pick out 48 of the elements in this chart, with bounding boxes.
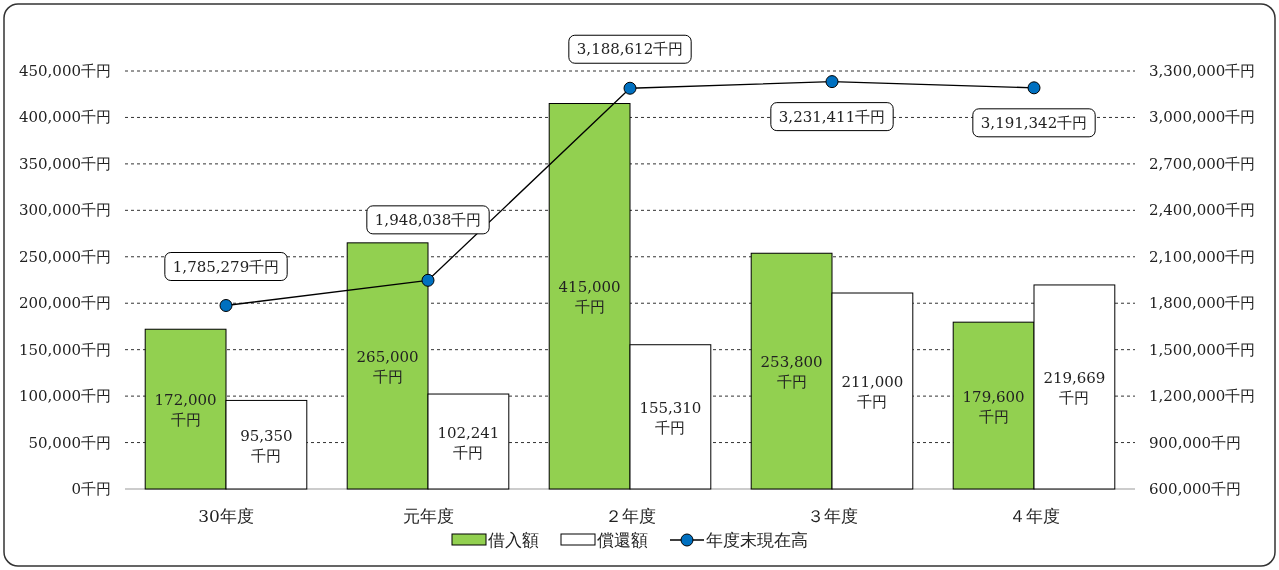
point [219,299,233,312]
y2-tick-label: 2,700,000千円 [1149,154,1256,173]
data-label: 3,231,411千円 [778,107,886,126]
legend-label: 償還額 [597,530,648,550]
x-tick-label: ４年度 [1008,506,1060,526]
y-tick-label: 150,000千円 [18,340,111,359]
point [421,273,435,287]
data-label: 1,785,279千円 [172,257,280,276]
y-tick-label: 350,000千円 [18,154,111,173]
x-tick-label: ３年度 [806,506,858,526]
point [825,75,839,89]
data-label: 3,188,612千円 [576,40,684,59]
data-label: 253,800 千円 [760,353,823,392]
data-label: 219,669 千円 [1043,368,1106,407]
point [1027,81,1041,95]
data-label: 1,948,038千円 [374,210,482,229]
y-tick-label: 100,000千円 [18,387,111,406]
data-label: 415,000 千円 [558,278,621,317]
x-tick-label: ２年度 [604,506,656,526]
y2-tick-label: 1,500,000千円 [1149,340,1256,359]
data-label: 211,000 千円 [841,373,904,411]
data-label: 95,350 千円 [240,426,293,465]
data-label: 155,310 千円 [639,398,702,437]
y2-tick-label: 3,000,000千円 [1149,108,1256,127]
point [623,81,637,95]
legend-label: 借入額 [488,530,539,550]
y2-tick-label: 1,800,000千円 [1149,294,1256,313]
data-label: 172,000 千円 [154,391,217,430]
y-tick-label: 400,000千円 [18,108,111,127]
y2-tick-label: 600,000千円 [1149,480,1242,498]
x-tick-label: 元年度 [402,506,454,526]
y-tick-label: 300,000千円 [18,201,111,220]
data-label: 179,600 千円 [962,387,1025,426]
y2-tick-label: 2,100,000千円 [1149,247,1256,266]
data-label: 3,191,342千円 [980,113,1088,132]
y-tick-label: 50,000千円 [28,433,111,452]
x-tick-label: 30年度 [198,506,254,526]
y2-tick-label: 3,300,000千円 [1149,62,1256,80]
y-tick-label: 450,000千円 [18,62,111,80]
y-tick-label: 250,000千円 [18,247,111,266]
legend-label: 年度末現在高 [706,530,808,550]
y2-tick-label: 1,200,000千円 [1149,387,1256,406]
y2-tick-label: 2,400,000千円 [1149,201,1256,220]
data-label: 265,000 千円 [356,347,419,386]
y-tick-label: 0千円 [71,480,111,498]
y-tick-label: 200,000千円 [18,294,111,313]
data-label: 102,241 千円 [437,423,500,462]
y2-tick-label: 900,000千円 [1149,433,1242,452]
